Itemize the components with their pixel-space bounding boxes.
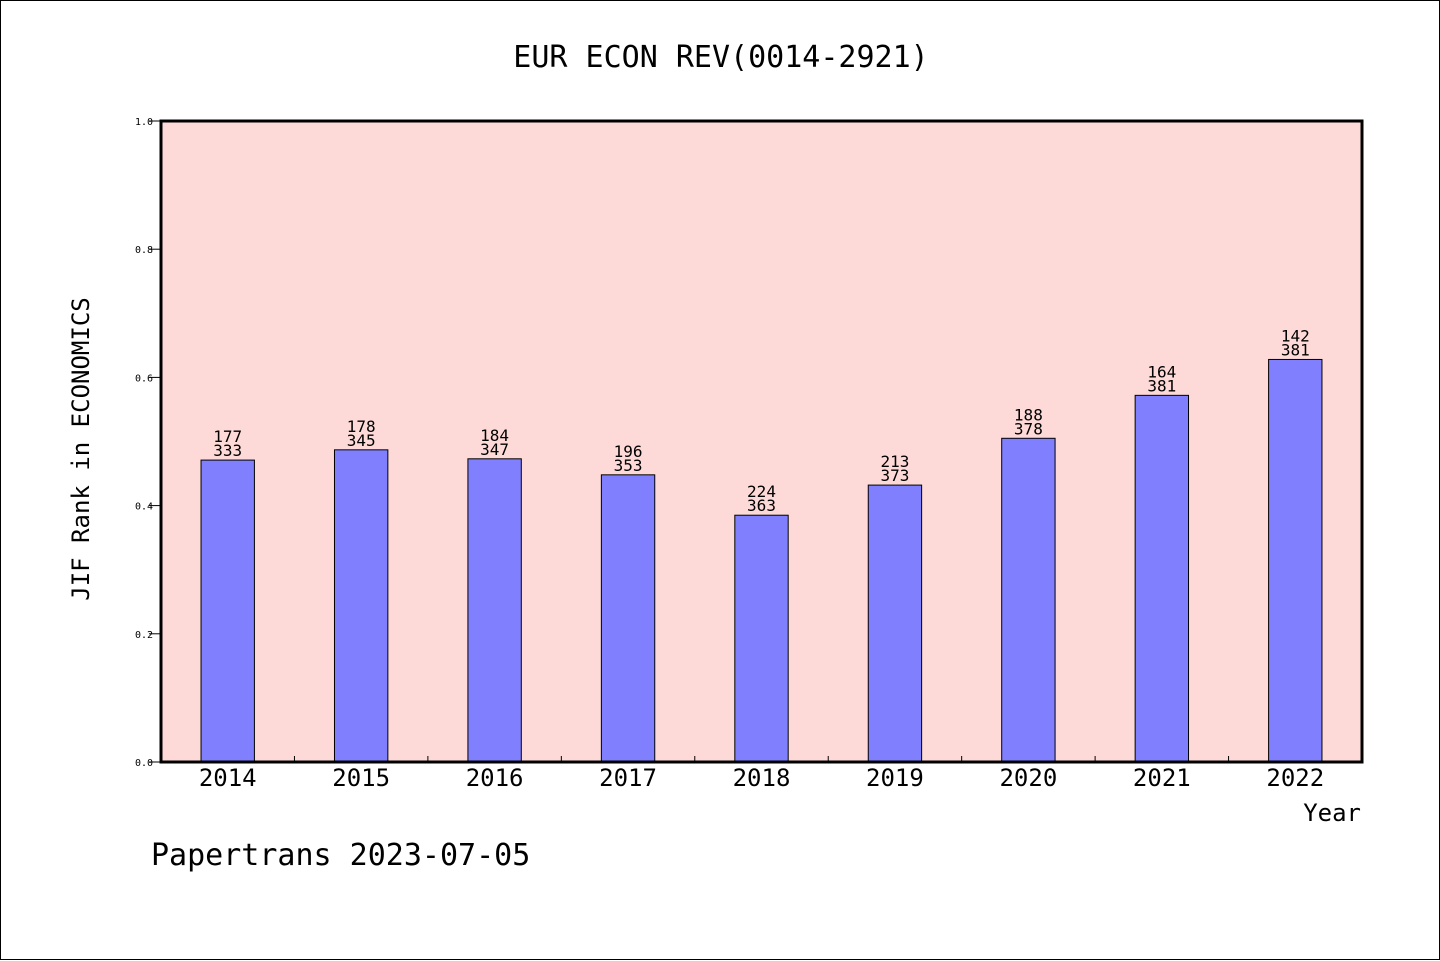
bar-2016 xyxy=(467,458,522,763)
y-axis-title: JIF Rank in ECONOMICS xyxy=(67,297,95,600)
x-tick-label-2022: 2022 xyxy=(1266,764,1324,792)
x-tick-label-2016: 2016 xyxy=(466,764,524,792)
bar-total-label-2017: 353 xyxy=(614,456,643,475)
plot-border xyxy=(159,119,1364,764)
bar-rank-label-2022: 142 xyxy=(1281,326,1310,345)
bar-total-label-2022: 381 xyxy=(1281,340,1310,359)
y-tick-label: 0.4 xyxy=(135,502,153,513)
chart-title: EUR ECON REV(0014-2921) xyxy=(513,40,928,75)
bars-layer xyxy=(200,358,1323,763)
x-tick-label-2020: 2020 xyxy=(999,764,1057,792)
y-axis: 0.0 0.2 0.4 0.6 0.8 1.0 xyxy=(135,117,161,769)
x-tick-label-2017: 2017 xyxy=(599,764,657,792)
x-axis: 2014 2015 2016 2017 2018 2019 2020 2021 2022 xyxy=(199,756,1324,792)
y-tick-label: 0.0 xyxy=(135,758,153,769)
bar-2020 xyxy=(1001,437,1056,763)
bar-total-label-2020: 378 xyxy=(1014,419,1043,438)
bar-total-label-2015: 345 xyxy=(347,431,376,450)
bar-2022 xyxy=(1268,358,1323,763)
bar-rank-label-2019: 213 xyxy=(880,452,909,471)
bar-rank-label-2014: 177 xyxy=(213,427,242,446)
bar-total-label-2014: 333 xyxy=(213,441,242,460)
y-tick-label: 0.8 xyxy=(135,245,153,256)
bar-2019 xyxy=(867,484,923,763)
x-axis-title: Year xyxy=(1303,799,1361,827)
bar-total-label-2018: 363 xyxy=(747,496,776,515)
bar-total-label-2016: 347 xyxy=(480,440,509,459)
x-tick-label-2014: 2014 xyxy=(199,764,257,792)
x-tick-label-2018: 2018 xyxy=(733,764,791,792)
bar-rank-label-2016: 184 xyxy=(480,426,509,445)
bar-rank-label-2015: 178 xyxy=(347,417,376,436)
bar-rank-label-2020: 188 xyxy=(1014,405,1043,424)
bar-2014 xyxy=(200,459,255,763)
x-tick-label-2021: 2021 xyxy=(1133,764,1191,792)
bar-rank-label-2021: 164 xyxy=(1147,362,1176,381)
bar-total-label-2021: 381 xyxy=(1147,376,1176,395)
bar-rank-label-2017: 196 xyxy=(614,442,643,461)
bar-2017 xyxy=(600,474,656,763)
footer-text: Papertrans 2023-07-05 xyxy=(151,838,530,873)
bar-2018 xyxy=(734,514,789,763)
x-tick-label-2019: 2019 xyxy=(866,764,924,792)
y-tick-label: 0.6 xyxy=(135,373,153,384)
bar-2015 xyxy=(333,449,389,763)
y-tick-label: 0.2 xyxy=(135,630,153,641)
y-tick-label: 1.0 xyxy=(135,117,153,128)
x-tick-label-2015: 2015 xyxy=(332,764,390,792)
bar-total-label-2019: 373 xyxy=(880,466,909,485)
bar-2021 xyxy=(1134,394,1190,763)
bar-rank-label-2018: 224 xyxy=(747,482,776,501)
